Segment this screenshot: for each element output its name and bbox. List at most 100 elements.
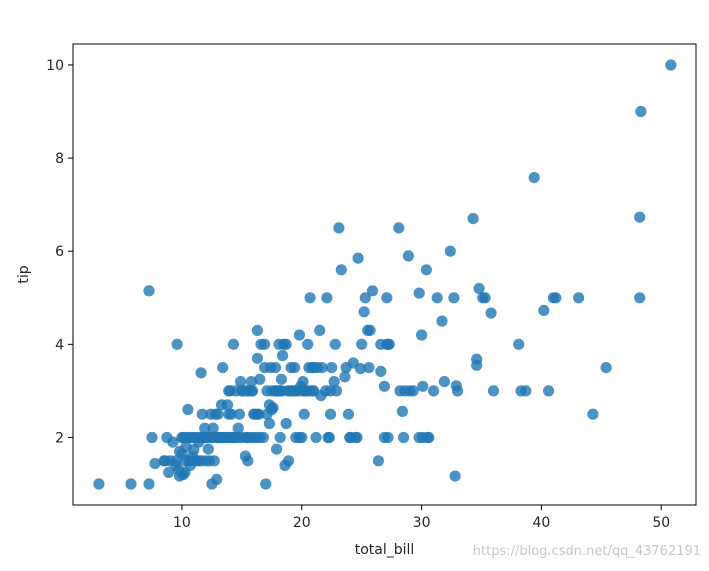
x-tick-label: 20 <box>293 515 311 531</box>
data-point <box>354 363 367 375</box>
data-point <box>634 211 646 223</box>
data-point <box>185 455 198 467</box>
data-point <box>261 408 273 420</box>
data-point <box>413 287 425 299</box>
x-tick-label: 40 <box>533 515 551 531</box>
data-point <box>227 431 240 444</box>
data-point <box>242 455 254 467</box>
data-point <box>207 422 219 434</box>
data-point <box>420 264 432 276</box>
x-tick-label: 30 <box>413 515 431 531</box>
data-point <box>163 466 175 478</box>
data-point <box>221 399 234 411</box>
data-point <box>356 338 368 350</box>
data-point <box>402 250 414 262</box>
data-point <box>302 338 314 350</box>
data-point <box>635 105 647 118</box>
data-point <box>211 473 223 485</box>
data-point <box>293 329 305 341</box>
data-point <box>182 403 194 416</box>
data-point <box>212 408 224 420</box>
data-point <box>485 307 497 319</box>
data-point <box>407 385 419 397</box>
data-point <box>199 431 211 444</box>
data-point <box>538 304 550 316</box>
data-point <box>428 385 440 397</box>
data-point <box>366 285 379 297</box>
data-point <box>600 362 612 374</box>
data-point <box>528 172 540 184</box>
data-point <box>251 408 263 420</box>
data-point <box>199 422 211 434</box>
data-point <box>263 417 275 430</box>
data-point <box>214 431 226 444</box>
data-point <box>398 431 410 444</box>
data-point <box>233 408 245 420</box>
data-point <box>413 431 425 444</box>
data-point <box>321 292 333 304</box>
data-point <box>245 385 257 397</box>
data-point <box>298 408 310 420</box>
data-point <box>269 362 281 374</box>
data-point <box>143 478 155 490</box>
data-point <box>287 385 299 397</box>
data-point <box>190 431 202 444</box>
data-point <box>340 362 352 374</box>
data-point <box>285 362 297 374</box>
data-point <box>274 385 286 397</box>
y-tick-label: 6 <box>55 244 64 260</box>
data-point <box>473 282 485 295</box>
data-point <box>280 338 292 350</box>
data-point <box>573 292 585 304</box>
y-tick-label: 10 <box>46 58 64 74</box>
data-point <box>363 362 375 374</box>
data-point <box>304 292 316 304</box>
data-point <box>227 338 240 350</box>
data-point <box>251 352 263 364</box>
data-point <box>333 222 345 234</box>
data-point <box>451 385 464 397</box>
y-axis-label: tip <box>16 265 32 283</box>
data-point <box>444 245 456 257</box>
data-point <box>275 373 287 385</box>
data-point <box>170 459 182 471</box>
data-point <box>232 422 244 434</box>
data-point <box>665 59 677 71</box>
data-point <box>93 478 105 490</box>
data-point <box>149 458 161 470</box>
data-point <box>513 338 525 350</box>
data-point <box>328 376 340 388</box>
data-point <box>378 380 390 392</box>
data-point <box>520 385 532 397</box>
y-axis-ticks: 2 4 6 8 10 <box>46 58 73 446</box>
data-point <box>487 385 500 397</box>
data-point <box>381 292 393 304</box>
data-point <box>195 367 207 379</box>
data-point <box>396 405 408 417</box>
data-point <box>177 469 189 481</box>
data-point <box>310 431 322 444</box>
data-point <box>230 385 242 397</box>
x-axis-label: total_bill <box>355 542 415 558</box>
data-point <box>167 436 179 448</box>
data-point <box>375 365 387 377</box>
data-point <box>173 445 186 457</box>
data-point <box>308 362 320 374</box>
data-point <box>339 371 351 383</box>
data-point <box>326 362 338 374</box>
data-point <box>449 470 461 482</box>
data-point <box>417 380 429 392</box>
data-point <box>416 329 428 341</box>
data-point <box>438 376 450 388</box>
data-point <box>196 408 208 420</box>
data-point <box>320 385 332 397</box>
data-point <box>202 443 214 455</box>
data-point <box>245 376 257 388</box>
data-point <box>358 306 370 318</box>
watermark-text: https://blog.csdn.net/qq_43762191 <box>472 544 701 559</box>
data-point <box>543 385 555 397</box>
data-point <box>277 349 289 362</box>
data-point <box>260 478 272 490</box>
data-point <box>235 376 247 388</box>
